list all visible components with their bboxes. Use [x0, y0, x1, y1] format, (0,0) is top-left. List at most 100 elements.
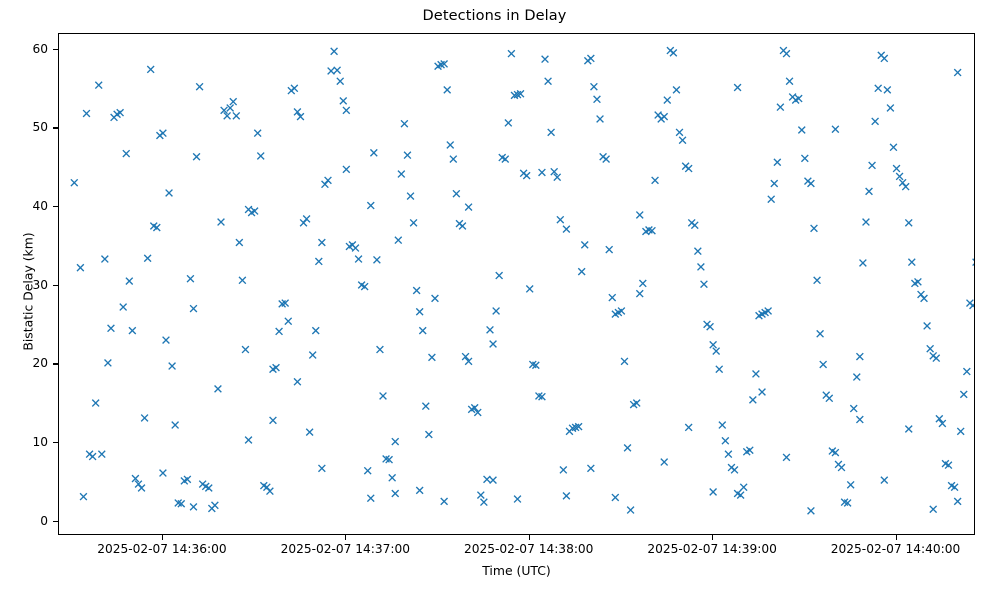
scatter-point — [137, 484, 146, 492]
scatter-point — [229, 97, 238, 106]
scatter-point — [718, 421, 727, 429]
scatter-point — [669, 49, 678, 57]
scatter-point — [400, 119, 409, 128]
y-tick-label: 50 — [32, 120, 48, 135]
scatter-point — [128, 326, 137, 335]
scatter-point — [94, 81, 103, 90]
scatter-point — [712, 347, 721, 355]
scatter-point — [920, 294, 928, 303]
scatter-point — [556, 215, 565, 224]
scatter-point — [807, 179, 815, 188]
scatter-point — [314, 257, 323, 266]
scatter-point — [82, 109, 91, 118]
scatter-point — [354, 255, 363, 263]
scatter-point — [593, 95, 601, 104]
scatter-point — [177, 499, 186, 508]
scatter-point — [308, 351, 317, 359]
scatter-point — [547, 128, 556, 137]
scatter-point — [770, 179, 779, 188]
scatter-point — [226, 104, 235, 112]
scatter-point — [807, 506, 815, 515]
scatter-point — [507, 49, 516, 58]
scatter-point — [317, 464, 326, 473]
scatter-point — [363, 466, 372, 475]
scatter-point — [544, 77, 552, 86]
scatter-point — [865, 187, 873, 196]
scatter-point — [632, 399, 641, 407]
x-tick-mark — [345, 535, 347, 540]
scatter-point — [342, 106, 351, 115]
scatter-point — [586, 464, 595, 473]
scatter-point — [782, 453, 791, 462]
scatter-point — [577, 267, 586, 276]
scatter-point — [962, 367, 971, 376]
scatter-point — [211, 501, 219, 510]
scatter-point — [342, 165, 351, 174]
scatter-point — [394, 236, 403, 245]
scatter-point — [849, 404, 858, 413]
scatter-point — [721, 436, 730, 445]
scatter-point — [553, 173, 562, 182]
scatter-point — [281, 299, 290, 307]
scatter-point — [189, 503, 198, 511]
x-tick-mark — [712, 535, 714, 540]
scatter-point — [189, 304, 198, 313]
scatter-point — [938, 419, 947, 428]
scatter-point — [464, 357, 473, 366]
scatter-point — [122, 149, 131, 158]
scatter-point — [125, 277, 134, 285]
scatter-point — [360, 282, 369, 291]
y-tick-label: 40 — [32, 199, 48, 214]
y-tick-label: 20 — [32, 356, 48, 371]
scatter-point — [379, 392, 387, 400]
y-tick-mark — [53, 284, 58, 286]
scatter-point — [855, 415, 864, 424]
scatter-point — [709, 340, 718, 349]
scatter-point — [889, 143, 898, 152]
scatter-point — [79, 492, 88, 501]
scatter-point — [146, 65, 155, 74]
scatter-point — [388, 473, 397, 482]
scatter-point — [366, 494, 375, 503]
scatter-point — [492, 307, 500, 315]
scatter-point — [421, 402, 430, 411]
scatter-point — [782, 49, 791, 58]
scatter-point — [391, 437, 400, 446]
scatter-point — [745, 446, 754, 455]
y-tick-mark — [53, 363, 58, 365]
scatter-point — [152, 223, 161, 232]
scatter-point — [195, 82, 204, 91]
scatter-point — [819, 360, 828, 369]
scatter-point — [690, 221, 699, 230]
scatter-point — [159, 129, 167, 138]
scatter-point — [428, 353, 436, 362]
scatter-point — [550, 167, 559, 176]
scatter-point — [758, 388, 766, 396]
scatter-point — [296, 112, 305, 121]
scatter-point — [706, 322, 714, 331]
scatter-point — [590, 82, 598, 91]
scatter-point — [580, 240, 589, 249]
scatter-point — [874, 84, 883, 93]
scatter-point — [192, 152, 201, 161]
scatter-point — [883, 85, 892, 94]
scatter-point — [953, 68, 962, 77]
scatter-point — [538, 392, 546, 401]
y-tick-mark — [53, 206, 58, 208]
scatter-point — [831, 125, 840, 134]
scatter-point — [678, 136, 687, 145]
scatter-point — [953, 497, 962, 506]
scatter-point — [143, 254, 152, 263]
scatter-point — [293, 108, 302, 116]
scatter-point — [810, 224, 818, 233]
scatter-point — [458, 222, 467, 230]
scatter-point — [476, 491, 485, 499]
scatter-point — [473, 408, 482, 417]
scatter-point — [311, 326, 320, 335]
scatter-point — [620, 357, 629, 366]
scatter-point — [562, 491, 571, 500]
scatter-point — [235, 238, 244, 247]
scatter-point — [724, 450, 733, 459]
scatter-point — [418, 326, 427, 335]
